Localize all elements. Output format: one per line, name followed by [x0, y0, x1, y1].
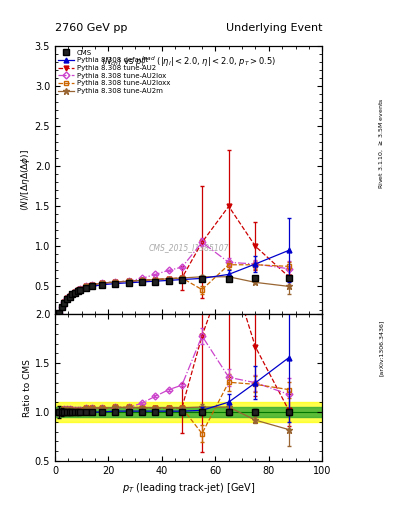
Text: Rivet 3.1.10, $\geq$ 3.5M events: Rivet 3.1.10, $\geq$ 3.5M events	[377, 98, 385, 189]
Legend: CMS, Pythia 8.308 default, Pythia 8.308 tune-AU2, Pythia 8.308 tune-AU2lox, Pyth: CMS, Pythia 8.308 default, Pythia 8.308 …	[57, 48, 171, 96]
Y-axis label: $\langle N\rangle/[\Delta\eta\Delta(\Delta\phi)]$: $\langle N\rangle/[\Delta\eta\Delta(\Del…	[19, 149, 32, 211]
Text: 2760 GeV pp: 2760 GeV pp	[55, 23, 127, 33]
Bar	[55, 407, 322, 417]
X-axis label: $p_T$ (leading track-jet) [GeV]: $p_T$ (leading track-jet) [GeV]	[122, 481, 255, 495]
Text: CMS_2015_I1385107: CMS_2015_I1385107	[149, 243, 229, 252]
Bar	[55, 402, 322, 422]
Y-axis label: Ratio to CMS: Ratio to CMS	[23, 359, 32, 417]
Text: Underlying Event: Underlying Event	[226, 23, 322, 33]
Text: [arXiv:1306.3436]: [arXiv:1306.3436]	[379, 320, 384, 376]
Text: $\langle N_{ch}\rangle$ vs $p_T^{lead}$ ($|\eta_l|<2.0$, $\eta|<2.0$, $p_T>0.5$): $\langle N_{ch}\rangle$ vs $p_T^{lead}$ …	[101, 54, 276, 69]
